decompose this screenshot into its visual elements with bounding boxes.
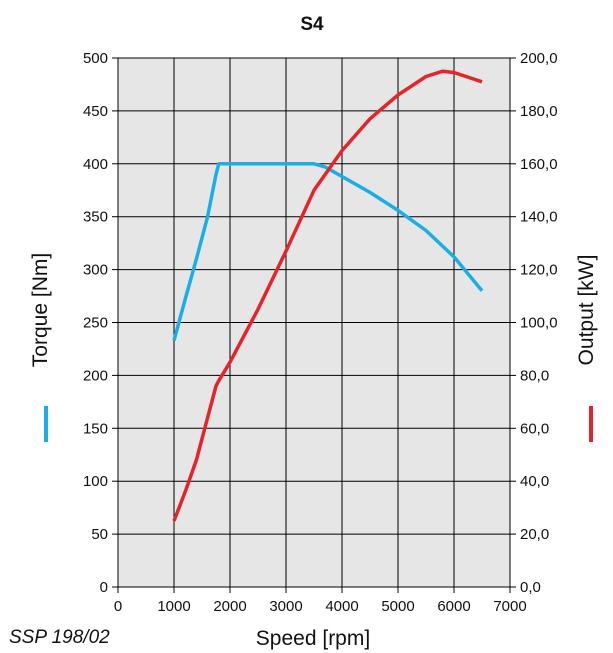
torque-line [172,162,484,341]
x-tick-label: 4000 [325,598,358,615]
x-tick-label: 7000 [493,598,526,615]
torque-legend-swatch [44,406,48,442]
right-tick-label: 200,0 [520,50,558,67]
right-tick-label: 180,0 [520,103,558,120]
grid [117,57,511,588]
x-tick-label: 6000 [437,598,470,615]
series-group [172,69,484,522]
right-axis-label: Output [kW] [575,255,598,366]
left-tick-label: 200 [83,367,108,384]
right-axis-ticks: 0,0 20,0 40,0 60,0 80,0 100,0 120,0 140,0 160,0 1… [510,50,558,596]
right-tick-label: 160,0 [520,156,558,173]
reference-code: SSP 198/02 [9,627,110,648]
left-axis-label: Torque [Nm] [29,253,52,367]
left-tick-label: 0 [100,579,108,596]
x-axis-label: Speed [rpm] [256,627,370,650]
left-tick-label: 100 [83,473,108,490]
left-tick-label: 400 [83,156,108,173]
left-tick-label: 350 [83,209,108,226]
left-tick-label: 450 [83,103,108,120]
right-tick-label: 60,0 [520,420,549,437]
x-tick-label: 5000 [381,598,414,615]
right-tick-label: 20,0 [520,526,549,543]
left-tick-label: 250 [83,315,108,332]
output-line [172,69,483,522]
right-tick-label: 100,0 [520,315,558,332]
x-tick-label: 0 [114,598,122,615]
right-tick-label: 120,0 [520,262,558,279]
left-tick-label: 500 [83,50,108,67]
left-axis-ticks: 0 50 100 150 200 250 300 350 400 450 500 [83,50,118,596]
output-legend-swatch [589,406,593,442]
left-tick-label: 50 [91,526,108,543]
chart-title: S4 [300,14,324,35]
right-tick-label: 80,0 [520,367,549,384]
x-tick-label: 3000 [269,598,302,615]
left-tick-label: 150 [83,420,108,437]
x-tick-label: 1000 [157,598,190,615]
x-tick-label: 2000 [213,598,246,615]
right-tick-label: 0,0 [520,579,541,596]
x-axis-ticks: 0 1000 2000 3000 4000 5000 6000 7000 [114,587,527,615]
left-tick-label: 300 [83,262,108,279]
right-tick-label: 40,0 [520,473,549,490]
right-tick-label: 140,0 [520,209,558,226]
